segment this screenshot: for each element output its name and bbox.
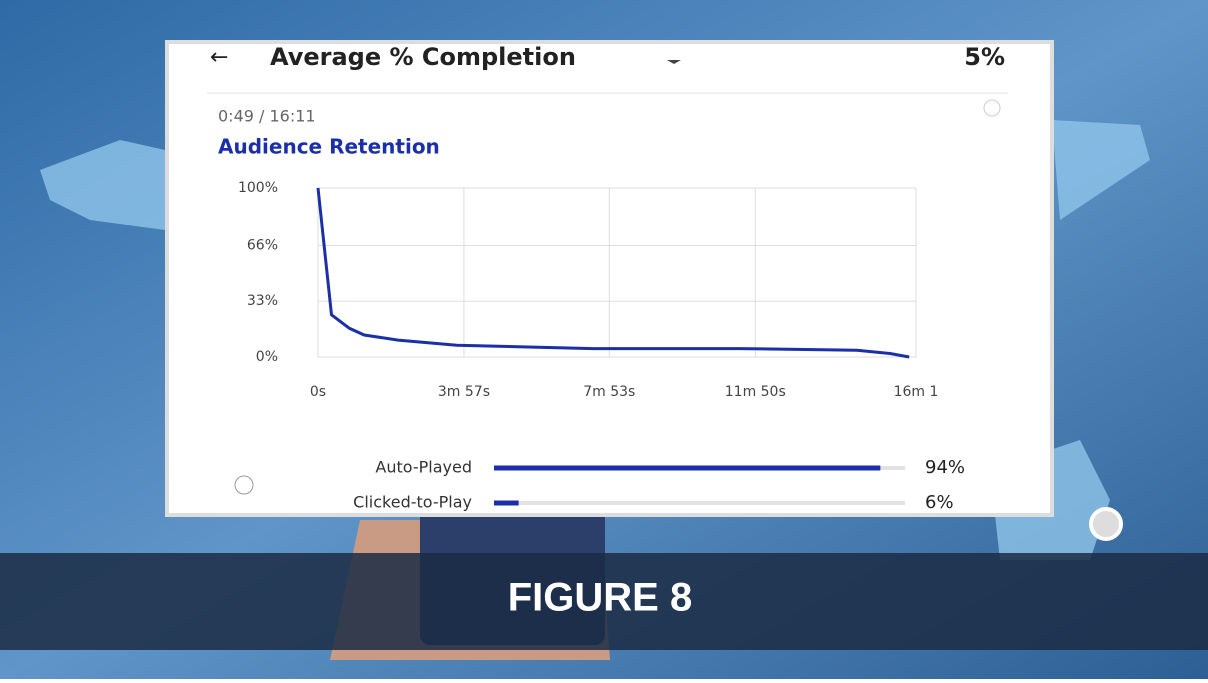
x-tick-label: 16m 1: [894, 384, 939, 400]
header-title: Average % Completion: [270, 43, 576, 71]
value-label: 94%: [925, 457, 965, 478]
chart-title: Audience Retention: [218, 135, 440, 159]
figure-label: FIGURE 8: [508, 576, 692, 620]
back-arrow: ←: [210, 45, 228, 70]
y-tick-label: 100%: [238, 180, 278, 196]
bar-label: Clicked-to-Play: [353, 493, 472, 512]
x-tick-label: 0s: [310, 384, 326, 400]
y-tick-label: 66%: [247, 237, 278, 253]
y-tick-label: 0%: [256, 349, 278, 365]
page: FIGURE 8 ← Average % Completion 5% 0:49 …: [0, 0, 1208, 679]
y-tick-label: 33%: [247, 293, 278, 309]
video-time: 0:49 / 16:11: [218, 107, 316, 126]
value-label: 6%: [925, 492, 954, 513]
slide: FIGURE 8 ← Average % Completion 5% 0:49 …: [0, 0, 1208, 679]
x-tick-label: 11m 50s: [725, 384, 786, 400]
x-tick-label: 7m 53s: [583, 384, 635, 400]
dot-icon: [1091, 509, 1121, 539]
header-value: 5%: [964, 43, 1005, 71]
bar-label: Auto-Played: [375, 458, 472, 477]
x-tick-label: 3m 57s: [438, 384, 490, 400]
